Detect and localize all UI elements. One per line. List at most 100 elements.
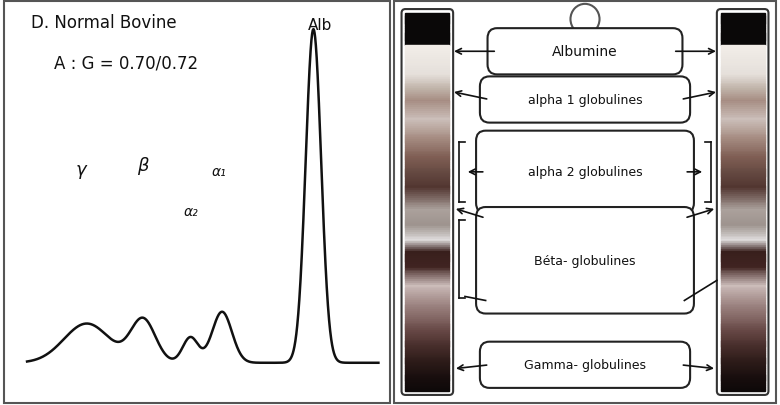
Bar xyxy=(721,292,764,295)
Bar xyxy=(721,353,764,355)
Bar xyxy=(406,138,449,140)
FancyBboxPatch shape xyxy=(488,29,682,75)
Bar xyxy=(721,76,764,78)
Bar xyxy=(721,289,764,291)
Bar xyxy=(721,194,764,197)
Bar xyxy=(721,140,764,142)
Bar xyxy=(721,32,764,35)
Bar xyxy=(721,144,764,146)
Bar xyxy=(721,47,764,50)
Bar xyxy=(406,168,449,171)
Bar xyxy=(406,236,449,238)
FancyBboxPatch shape xyxy=(476,131,694,213)
Bar xyxy=(721,217,764,220)
Bar xyxy=(721,313,764,315)
Bar xyxy=(721,373,764,376)
Bar xyxy=(721,228,764,231)
Bar xyxy=(406,25,449,27)
Bar xyxy=(406,385,449,387)
Bar xyxy=(721,25,764,27)
Bar xyxy=(406,200,449,202)
Bar xyxy=(721,96,764,99)
Bar xyxy=(721,78,764,80)
Bar xyxy=(721,324,764,327)
Bar xyxy=(406,176,449,178)
Bar xyxy=(406,102,449,104)
Bar xyxy=(721,243,764,246)
Bar xyxy=(721,317,764,319)
Bar xyxy=(721,358,764,361)
Bar xyxy=(721,279,764,281)
Bar xyxy=(721,355,764,357)
Bar xyxy=(406,225,449,227)
Bar xyxy=(721,14,764,16)
Bar xyxy=(721,377,764,379)
Bar xyxy=(721,309,764,312)
Bar xyxy=(721,157,764,159)
Bar xyxy=(721,132,764,134)
Bar xyxy=(721,362,764,364)
Bar xyxy=(721,306,764,308)
Bar xyxy=(721,385,764,387)
Bar xyxy=(721,300,764,303)
Bar xyxy=(721,145,764,148)
Bar xyxy=(406,51,449,53)
Bar xyxy=(721,389,764,391)
Bar xyxy=(406,129,449,131)
Bar xyxy=(406,36,449,38)
Bar xyxy=(406,317,449,319)
Bar xyxy=(721,36,764,38)
Bar xyxy=(406,324,449,327)
Bar xyxy=(406,266,449,269)
Bar xyxy=(721,151,764,153)
Bar xyxy=(721,294,764,297)
Bar xyxy=(721,206,764,208)
Bar xyxy=(721,336,764,338)
Bar xyxy=(406,272,449,274)
Bar xyxy=(406,140,449,142)
Bar xyxy=(406,279,449,281)
Bar xyxy=(721,51,764,53)
Bar xyxy=(406,32,449,35)
Bar xyxy=(721,255,764,257)
Bar xyxy=(721,226,764,229)
Bar xyxy=(721,61,764,63)
Bar xyxy=(721,40,764,42)
Bar xyxy=(721,53,764,55)
Bar xyxy=(406,80,449,82)
Bar xyxy=(721,68,764,70)
Bar xyxy=(406,262,449,265)
Bar xyxy=(721,34,764,37)
Text: A : G = 0.70/0.72: A : G = 0.70/0.72 xyxy=(54,54,198,72)
Bar xyxy=(406,309,449,312)
Bar xyxy=(406,208,449,210)
Bar xyxy=(406,157,449,159)
Bar xyxy=(721,281,764,284)
Text: γ: γ xyxy=(76,160,87,179)
Bar xyxy=(721,210,764,212)
Bar xyxy=(721,202,764,205)
Bar xyxy=(721,213,764,216)
Bar xyxy=(721,104,764,107)
Bar xyxy=(406,370,449,372)
Bar xyxy=(721,115,764,118)
Bar xyxy=(721,296,764,298)
Bar xyxy=(406,334,449,336)
Bar xyxy=(406,108,449,110)
Bar xyxy=(406,193,449,195)
Bar xyxy=(406,292,449,295)
Bar xyxy=(406,191,449,193)
Bar xyxy=(406,347,449,350)
Bar xyxy=(721,110,764,112)
Bar xyxy=(721,198,764,200)
Bar xyxy=(406,183,449,185)
Bar xyxy=(721,328,764,330)
Bar xyxy=(406,93,449,95)
Bar xyxy=(406,366,449,368)
Bar xyxy=(721,196,764,199)
Bar xyxy=(721,83,764,86)
Bar xyxy=(406,78,449,80)
Bar xyxy=(406,364,449,367)
Bar xyxy=(721,334,764,336)
Bar xyxy=(406,179,449,182)
